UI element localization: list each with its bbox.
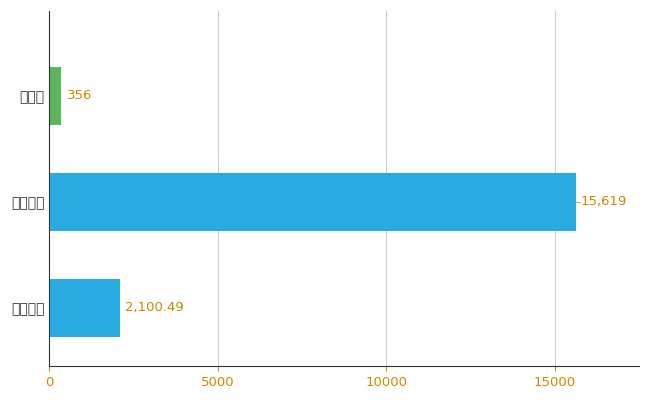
Bar (49, 67, 62, 125)
Bar (49, 279, 120, 337)
Text: 15,619: 15,619 (580, 195, 627, 208)
Text: 356: 356 (66, 90, 92, 102)
Bar (49, 173, 575, 231)
Text: 2,100.49: 2,100.49 (125, 301, 184, 314)
